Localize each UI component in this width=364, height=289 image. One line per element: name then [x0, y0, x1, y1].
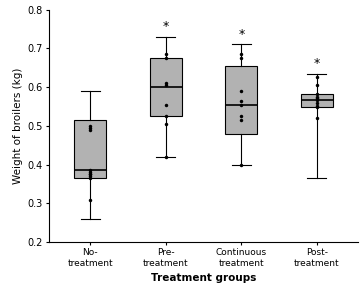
Bar	[225, 66, 257, 134]
Text: *: *	[238, 27, 245, 40]
X-axis label: Treatment groups: Treatment groups	[151, 273, 256, 284]
Text: *: *	[314, 57, 320, 70]
Y-axis label: Weight of broilers (kg): Weight of broilers (kg)	[13, 68, 23, 184]
Bar	[74, 120, 106, 178]
Bar	[301, 94, 333, 107]
Bar	[150, 58, 182, 116]
Text: *: *	[163, 20, 169, 33]
